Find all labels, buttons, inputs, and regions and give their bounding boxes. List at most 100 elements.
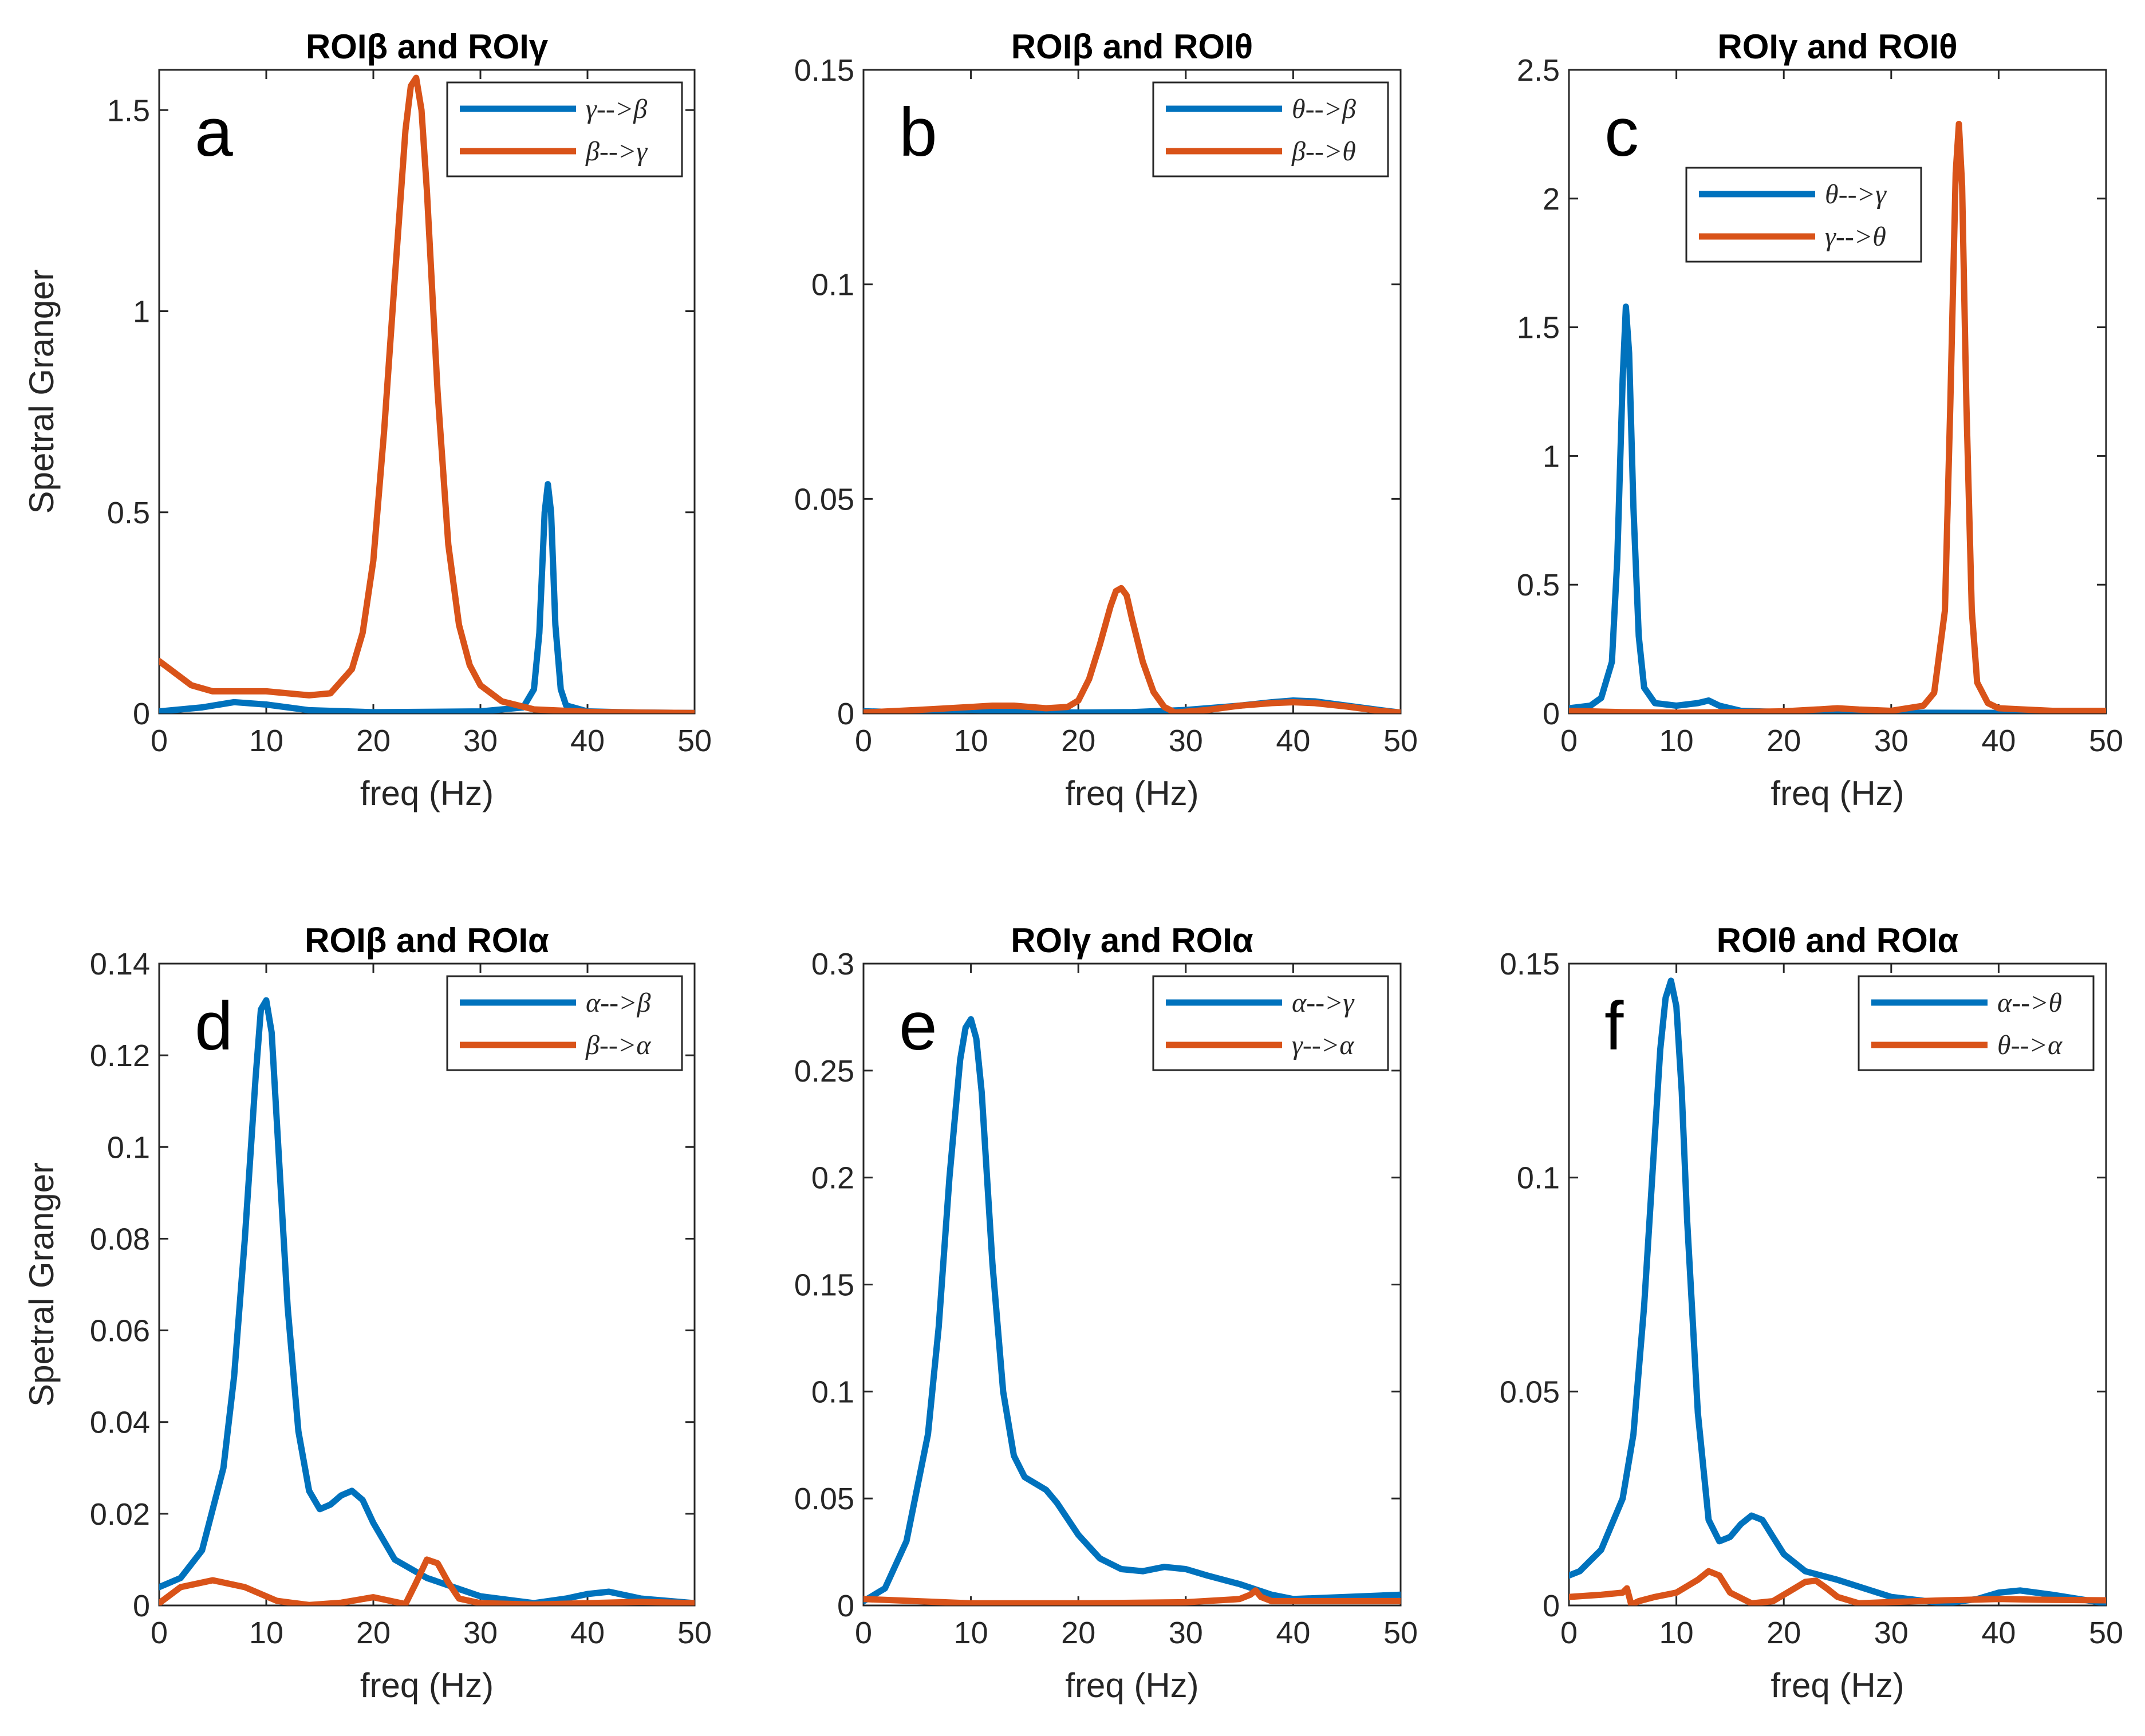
panel-letter: c bbox=[1604, 94, 1639, 171]
series-line-2 bbox=[863, 1587, 1401, 1605]
x-tick-label: 50 bbox=[677, 724, 712, 758]
series-line-2 bbox=[159, 74, 695, 713]
chart-title: ROIγ and ROIθ bbox=[1717, 27, 1957, 66]
legend-label: β-->γ bbox=[585, 136, 648, 167]
plot-area bbox=[1568, 69, 2107, 715]
x-tick-label: 40 bbox=[1276, 724, 1310, 758]
x-tick-label: 50 bbox=[677, 1616, 712, 1650]
panel-letter: b bbox=[899, 94, 937, 171]
panel-letter: f bbox=[1604, 988, 1624, 1064]
panel-letter: d bbox=[195, 988, 233, 1064]
x-tick-label: 30 bbox=[463, 724, 498, 758]
legend-box bbox=[1152, 81, 1389, 177]
y-tick-label: 0 bbox=[837, 1589, 854, 1623]
y-tick-label: 0.14 bbox=[90, 947, 150, 981]
legend-box bbox=[1858, 975, 2095, 1071]
series-line-1 bbox=[863, 1016, 1401, 1604]
y-tick-label: 0.05 bbox=[794, 1482, 854, 1516]
x-tick-label: 0 bbox=[1560, 724, 1578, 758]
x-tick-label: 20 bbox=[1767, 1616, 1801, 1650]
y-tick-label: 0.1 bbox=[811, 268, 854, 302]
x-tick-label: 30 bbox=[1874, 724, 1909, 758]
y-tick-label: 1.5 bbox=[107, 93, 150, 128]
x-tick-label: 0 bbox=[1560, 1616, 1578, 1650]
y-tick-label: 1 bbox=[1543, 439, 1560, 474]
x-tick-label: 10 bbox=[954, 1616, 988, 1650]
y-tick-label: 2 bbox=[1543, 182, 1560, 216]
y-tick-label: 0.5 bbox=[107, 496, 150, 530]
legend: α-->γ γ-->α bbox=[1152, 975, 1389, 1071]
chart-panel-a: 0 10 20 30 40 50 0 0.5 1 1.5 freq (Hz) Spetral Gran… bbox=[22, 27, 712, 812]
y-tick-label: 0 bbox=[133, 697, 150, 731]
series-line-1 bbox=[159, 481, 695, 713]
x-tick-label: 20 bbox=[1061, 724, 1095, 758]
x-tick-label: 10 bbox=[954, 724, 988, 758]
y-tick-label: 0 bbox=[837, 697, 854, 731]
x-tick-label: 0 bbox=[151, 1616, 168, 1650]
panel-letter: e bbox=[899, 988, 937, 1064]
x-tick-label: 40 bbox=[570, 724, 605, 758]
x-axis-label: freq (Hz) bbox=[1065, 774, 1198, 812]
y-tick-label: 2.5 bbox=[1517, 53, 1560, 88]
x-tick-label: 30 bbox=[1169, 1616, 1203, 1650]
x-tick-label: 30 bbox=[463, 1616, 498, 1650]
y-tick-label: 0.15 bbox=[794, 1268, 854, 1303]
x-axis-label: freq (Hz) bbox=[1771, 774, 1904, 812]
x-tick-label: 50 bbox=[2089, 724, 2123, 758]
legend-label: β-->θ bbox=[1291, 136, 1356, 167]
legend-label: θ-->β bbox=[1292, 94, 1356, 124]
x-axis-label: freq (Hz) bbox=[1771, 1666, 1904, 1705]
legend-label: α-->β bbox=[586, 988, 651, 1018]
legend-label: α-->θ bbox=[1997, 988, 2062, 1018]
legend: θ-->β β-->θ bbox=[1152, 81, 1389, 177]
y-axis-label: Spetral Granger bbox=[22, 270, 61, 514]
y-tick-label: 0.1 bbox=[107, 1130, 150, 1165]
x-tick-label: 30 bbox=[1874, 1616, 1909, 1650]
x-tick-label: 50 bbox=[1383, 1616, 1418, 1650]
x-tick-label: 40 bbox=[570, 1616, 605, 1650]
series-line-2 bbox=[159, 1556, 695, 1605]
chart-panel-d: 0 10 20 30 40 50 0 0.02 0.04 0.06 0.08 0.1 0.12 0.14 f… bbox=[22, 921, 712, 1705]
y-tick-label: 0.15 bbox=[1500, 947, 1560, 981]
x-tick-label: 0 bbox=[151, 724, 168, 758]
y-tick-label: 0.08 bbox=[90, 1222, 150, 1256]
series-line-2 bbox=[1569, 120, 2106, 713]
chart-title: ROIθ and ROIα bbox=[1717, 921, 1959, 960]
y-tick-label: 0 bbox=[1543, 1589, 1560, 1623]
y-tick-label: 0.5 bbox=[1517, 568, 1560, 602]
legend-label: θ-->γ bbox=[1825, 179, 1887, 210]
chart-panel-f: 0 10 20 30 40 50 0 0.05 0.1 0.15 freq (Hz) ROIθ and… bbox=[1500, 921, 2123, 1705]
y-tick-label: 0.05 bbox=[1500, 1375, 1560, 1409]
y-tick-label: 0.04 bbox=[90, 1406, 150, 1440]
y-tick-label: 0.25 bbox=[794, 1054, 854, 1088]
x-tick-label: 0 bbox=[855, 724, 872, 758]
x-tick-label: 0 bbox=[855, 1616, 872, 1650]
x-tick-label: 50 bbox=[2089, 1616, 2123, 1650]
legend: α-->θ θ-->α bbox=[1858, 975, 2095, 1071]
x-tick-label: 50 bbox=[1383, 724, 1418, 758]
x-tick-label: 10 bbox=[1659, 1616, 1694, 1650]
x-tick-label: 30 bbox=[1169, 724, 1203, 758]
legend: α-->β β-->α bbox=[446, 975, 683, 1071]
legend-label: γ-->β bbox=[586, 94, 647, 124]
legend-box bbox=[1685, 167, 1922, 263]
y-tick-label: 1 bbox=[133, 295, 150, 329]
legend: γ-->β β-->γ bbox=[446, 81, 683, 177]
chart-title: ROIγ and ROIα bbox=[1011, 921, 1253, 960]
legend-label: γ-->α bbox=[1292, 1030, 1354, 1060]
legend-label: α-->γ bbox=[1292, 988, 1355, 1018]
y-tick-label: 0 bbox=[133, 1589, 150, 1623]
x-tick-label: 20 bbox=[1767, 724, 1801, 758]
y-tick-label: 0.02 bbox=[90, 1497, 150, 1532]
chart-title: ROIβ and ROIα bbox=[305, 921, 549, 960]
chart-title: ROIβ and ROIγ bbox=[306, 27, 549, 66]
chart-title: ROIβ and ROIθ bbox=[1011, 27, 1253, 66]
legend-label: γ-->θ bbox=[1825, 222, 1886, 252]
chart-panel-c: 0 10 20 30 40 50 0 0.5 1 1.5 2 2.5 freq (Hz) ROIγ and… bbox=[1517, 27, 2123, 812]
x-axis-label: freq (Hz) bbox=[1065, 1666, 1198, 1705]
x-tick-label: 20 bbox=[356, 724, 391, 758]
chart-panel-b: 0 10 20 30 40 50 0 0.05 0.1 0.15 freq (Hz) ROIβ and… bbox=[794, 27, 1418, 812]
y-axis-label: Spetral Granger bbox=[22, 1162, 61, 1407]
y-tick-label: 0.15 bbox=[794, 53, 854, 88]
